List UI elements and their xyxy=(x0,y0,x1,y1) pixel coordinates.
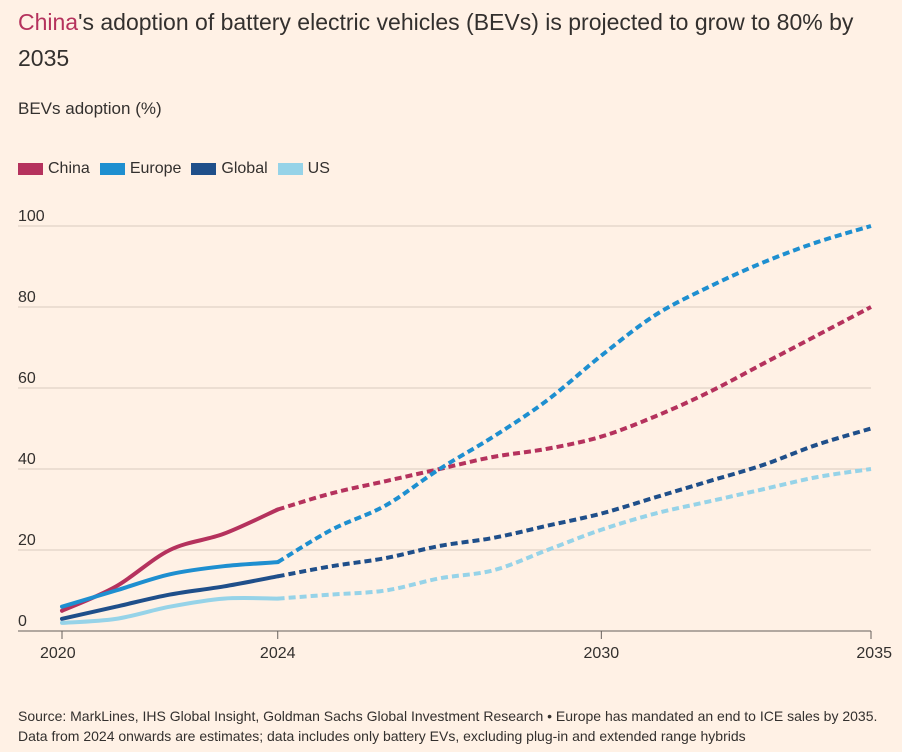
series-line-europe-estimate xyxy=(276,224,872,564)
x-tick-label: 2024 xyxy=(260,645,296,662)
y-tick-label: 20 xyxy=(18,532,36,549)
legend-item-global: Global xyxy=(191,160,268,178)
legend-swatch xyxy=(191,163,217,175)
title-rest: 's adoption of battery electric vehicles… xyxy=(18,9,854,71)
legend-label: Europe xyxy=(129,160,182,177)
y-tick-label: 0 xyxy=(18,613,27,630)
legend: China Europe Global US xyxy=(18,160,330,178)
legend-swatch xyxy=(18,163,43,175)
legend-label: Global xyxy=(221,160,268,177)
series-line-china-estimate xyxy=(277,305,872,512)
legend-item-europe: Europe xyxy=(99,160,182,178)
series-line-us-estimate xyxy=(277,467,872,601)
y-tick-label: 60 xyxy=(18,370,36,387)
series-line-global-estimate xyxy=(277,426,872,579)
x-tick-label: 2020 xyxy=(40,645,76,662)
y-tick-label: 40 xyxy=(18,451,36,468)
legend-item-us: US xyxy=(277,160,330,178)
x-tick-label: 2035 xyxy=(856,645,892,662)
x-tick-label: 2030 xyxy=(584,645,620,662)
series-line-us-actual xyxy=(60,596,280,625)
series-line-global-actual xyxy=(60,574,280,621)
title-highlight: China xyxy=(18,9,79,35)
legend-swatch xyxy=(99,163,125,175)
series-line-europe-actual xyxy=(60,560,280,609)
line-chart: 0 20 40 60 80 100 2020 2024 2030 2035 xyxy=(18,208,892,662)
legend-label: US xyxy=(307,160,330,177)
chart-title: China's adoption of battery electric veh… xyxy=(18,4,888,76)
legend-label: China xyxy=(48,160,90,177)
chart-subtitle: BEVs adoption (%) xyxy=(18,99,162,118)
legend-swatch xyxy=(277,163,303,175)
y-tick-label: 80 xyxy=(18,289,36,306)
source-note: Source: MarkLines, IHS Global Insight, G… xyxy=(18,708,878,744)
y-tick-label: 100 xyxy=(18,208,45,225)
legend-item-china: China xyxy=(18,160,90,178)
